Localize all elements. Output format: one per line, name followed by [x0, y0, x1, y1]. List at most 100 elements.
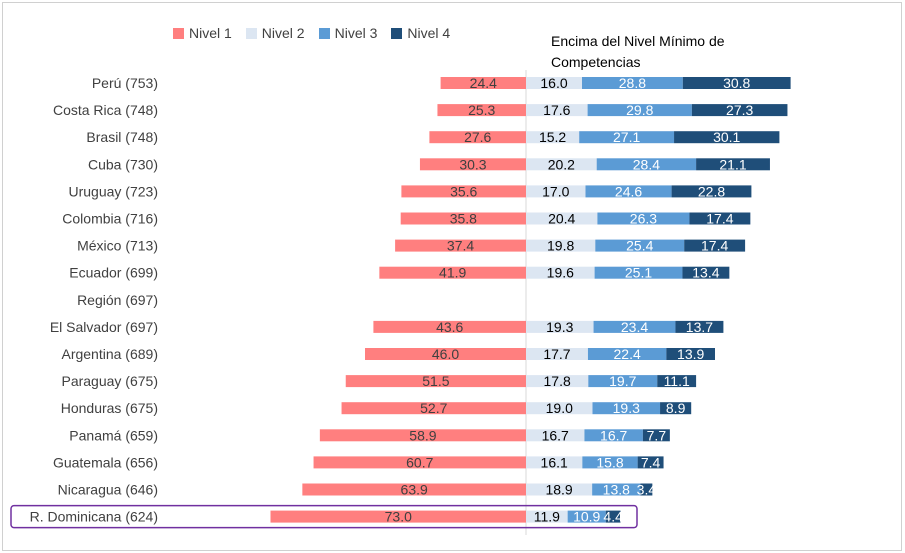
- bar-nivel-2-cuba-730: [526, 158, 597, 171]
- data-label-nivel-1-brasil-748: 27.6: [464, 129, 491, 145]
- data-label-nivel-4-costa-rica-748: 27.3: [726, 102, 753, 118]
- category-label-costa-rica-748: Costa Rica (748): [53, 102, 158, 118]
- data-label-nivel-3-nicaragua-646: 13.8: [603, 482, 630, 498]
- bar-nivel-2-r-dominicana-624: [526, 510, 568, 523]
- bar-nivel-4-cuba-730: [696, 158, 770, 171]
- legend-swatch-nivel-3: [318, 27, 330, 39]
- bar-nivel-4-peru-753: [682, 77, 791, 89]
- bar-nivel-2-honduras-675: [526, 402, 593, 415]
- data-label-nivel-3-guatemala-656: 15.8: [596, 454, 623, 470]
- bar-nivel-2-paraguay-675: [526, 375, 589, 388]
- bar-nivel-1-mexico-713: [395, 239, 526, 252]
- data-label-nivel-1-ecuador-699: 41.9: [439, 265, 466, 281]
- bar-nivel-1-uruguay-723: [401, 185, 526, 198]
- bar-nivel-4-ecuador-699: [682, 266, 730, 279]
- data-label-nivel-2-argentina-689: 17.7: [543, 346, 570, 362]
- bar-nivel-3-nicaragua-646: [592, 483, 641, 496]
- category-label-r-dominicana-624: R. Dominicana (624): [30, 509, 158, 525]
- data-label-nivel-3-paraguay-675: 19.7: [609, 373, 636, 389]
- bar-nivel-4-mexico-713: [684, 239, 746, 252]
- data-label-nivel-4-colombia-716: 17.4: [706, 211, 733, 227]
- bar-nivel-3-panama-659: [584, 429, 643, 442]
- bar-nivel-3-mexico-713: [595, 239, 685, 252]
- category-label-panama-659: Panamá (659): [69, 427, 158, 443]
- bar-nivel-1-ecuador-699: [379, 266, 526, 279]
- data-label-nivel-2-costa-rica-748: 17.6: [543, 102, 570, 118]
- bar-nivel-4-honduras-675: [660, 402, 692, 415]
- bar-nivel-1-honduras-675: [341, 402, 526, 415]
- data-label-nivel-3-colombia-716: 26.3: [630, 211, 657, 227]
- data-label-nivel-1-el-salvador-697: 43.6: [436, 319, 463, 335]
- data-label-nivel-2-guatemala-656: 16.1: [541, 454, 568, 470]
- data-label-nivel-2-nicaragua-646: 18.9: [545, 482, 572, 498]
- data-label-nivel-4-peru-753: 30.8: [723, 75, 750, 91]
- bar-nivel-1-peru-753: [440, 77, 526, 89]
- data-label-nivel-4-el-salvador-697: 13.7: [686, 319, 713, 335]
- bar-nivel-3-ecuador-699: [594, 266, 683, 279]
- data-label-nivel-1-cuba-730: 30.3: [459, 156, 486, 172]
- data-label-nivel-3-ecuador-699: 25.1: [625, 265, 652, 281]
- bar-nivel-1-brasil-748: [429, 131, 526, 144]
- highlight-box-r-dominicana-624: [10, 504, 638, 529]
- data-label-nivel-4-mexico-713: 17.4: [701, 238, 728, 254]
- category-label-mexico-713: México (713): [77, 238, 158, 254]
- bar-nivel-2-argentina-689: [526, 348, 588, 360]
- bar-nivel-2-costa-rica-748: [526, 104, 588, 117]
- data-label-nivel-3-brasil-748: 27.1: [613, 129, 640, 145]
- bar-nivel-3-colombia-716: [597, 212, 690, 225]
- bar-nivel-2-colombia-716: [526, 212, 598, 225]
- data-label-nivel-3-costa-rica-748: 29.8: [626, 102, 653, 118]
- bar-nivel-2-ecuador-699: [526, 266, 595, 279]
- data-label-nivel-4-cuba-730: 21.1: [719, 156, 746, 172]
- data-label-nivel-3-mexico-713: 25.4: [626, 238, 653, 254]
- bar-nivel-2-nicaragua-646: [526, 483, 593, 496]
- annotation-minimum-level: Encima del Nivel Mínimo de Competencias: [551, 33, 725, 70]
- data-label-nivel-4-r-dominicana-624: 4.4: [603, 509, 623, 525]
- data-label-nivel-2-peru-753: 16.0: [540, 75, 567, 91]
- legend-item-nivel-1: Nivel 1: [173, 25, 232, 41]
- bar-nivel-1-paraguay-675: [345, 375, 526, 388]
- data-label-nivel-3-honduras-675: 19.3: [613, 400, 640, 416]
- bar-nivel-4-paraguay-675: [657, 375, 697, 388]
- legend-item-nivel-3: Nivel 3: [318, 25, 378, 41]
- category-label-guatemala-656: Guatemala (656): [53, 454, 158, 470]
- data-label-nivel-1-costa-rica-748: 25.3: [468, 102, 495, 118]
- data-label-nivel-3-el-salvador-697: 23.4: [621, 319, 648, 335]
- bar-nivel-1-costa-rica-748: [437, 104, 526, 117]
- data-label-nivel-1-peru-753: 24.4: [470, 75, 497, 91]
- bar-nivel-4-argentina-689: [666, 348, 715, 360]
- data-label-nivel-4-nicaragua-646: 3.4: [637, 482, 657, 498]
- data-label-nivel-1-panama-659: 58.9: [409, 427, 436, 443]
- data-label-nivel-4-paraguay-675: 11.1: [664, 373, 690, 389]
- bar-nivel-3-costa-rica-748: [587, 104, 692, 117]
- category-label-uruguay-723: Uruguay (723): [69, 183, 159, 199]
- bar-nivel-2-panama-659: [526, 429, 585, 442]
- legend-label-nivel-3: Nivel 3: [334, 25, 378, 41]
- data-label-nivel-2-r-dominicana-624: 11.9: [534, 509, 560, 525]
- data-label-nivel-3-panama-659: 16.7: [600, 427, 627, 443]
- data-label-nivel-1-colombia-716: 35.8: [450, 211, 477, 227]
- data-label-nivel-1-r-dominicana-624: 73.0: [385, 509, 412, 525]
- bar-nivel-2-uruguay-723: [526, 185, 586, 198]
- category-label-brasil-748: Brasil (748): [86, 129, 158, 145]
- legend-label-nivel-1: Nivel 1: [189, 25, 232, 41]
- legend-item-nivel-2: Nivel 2: [245, 25, 305, 41]
- bar-nivel-4-guatemala-656: [637, 456, 664, 469]
- legend-swatch-nivel-1: [173, 27, 184, 39]
- category-label-ecuador-699: Ecuador (699): [69, 265, 158, 281]
- data-label-nivel-1-mexico-713: 37.4: [447, 238, 474, 254]
- data-label-nivel-2-brasil-748: 15.2: [539, 129, 566, 145]
- category-label-paraguay-675: Paraguay (675): [61, 373, 158, 389]
- bar-nivel-3-guatemala-656: [582, 456, 638, 469]
- bar-nivel-2-el-salvador-697: [526, 320, 594, 333]
- data-label-nivel-3-cuba-730: 28.4: [633, 156, 660, 172]
- bar-nivel-4-r-dominicana-624: [605, 510, 621, 523]
- bar-nivel-2-guatemala-656: [526, 456, 583, 469]
- data-label-nivel-3-argentina-689: 22.4: [614, 346, 641, 362]
- data-label-nivel-4-guatemala-656: 7.4: [641, 454, 661, 470]
- bar-nivel-1-colombia-716: [400, 212, 526, 225]
- bar-nivel-3-cuba-730: [596, 158, 697, 171]
- legend-swatch-nivel-4: [391, 27, 403, 39]
- category-label-cuba-730: Cuba (730): [88, 156, 158, 172]
